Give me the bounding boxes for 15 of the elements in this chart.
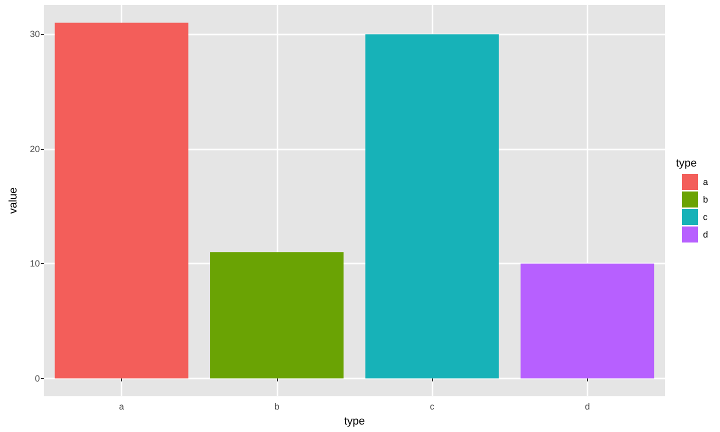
legend-label: d xyxy=(702,230,708,240)
y-tick-label: 10 xyxy=(30,258,40,269)
x-tick-label: d xyxy=(584,402,590,412)
x-axis-title: type xyxy=(344,416,365,428)
legend-label: b xyxy=(702,194,708,204)
y-tick-label: 0 xyxy=(34,373,40,384)
y-tick-label: 20 xyxy=(30,144,40,154)
legend-label: c xyxy=(702,212,708,222)
x-tick-label: c xyxy=(430,402,435,412)
legend-label: a xyxy=(702,177,708,187)
y-axis-title: value xyxy=(8,187,20,214)
x-tick-label: b xyxy=(274,402,280,412)
legend-title: type xyxy=(676,158,697,170)
y-tick-label: 30 xyxy=(30,29,40,40)
x-tick-label: a xyxy=(119,402,124,412)
